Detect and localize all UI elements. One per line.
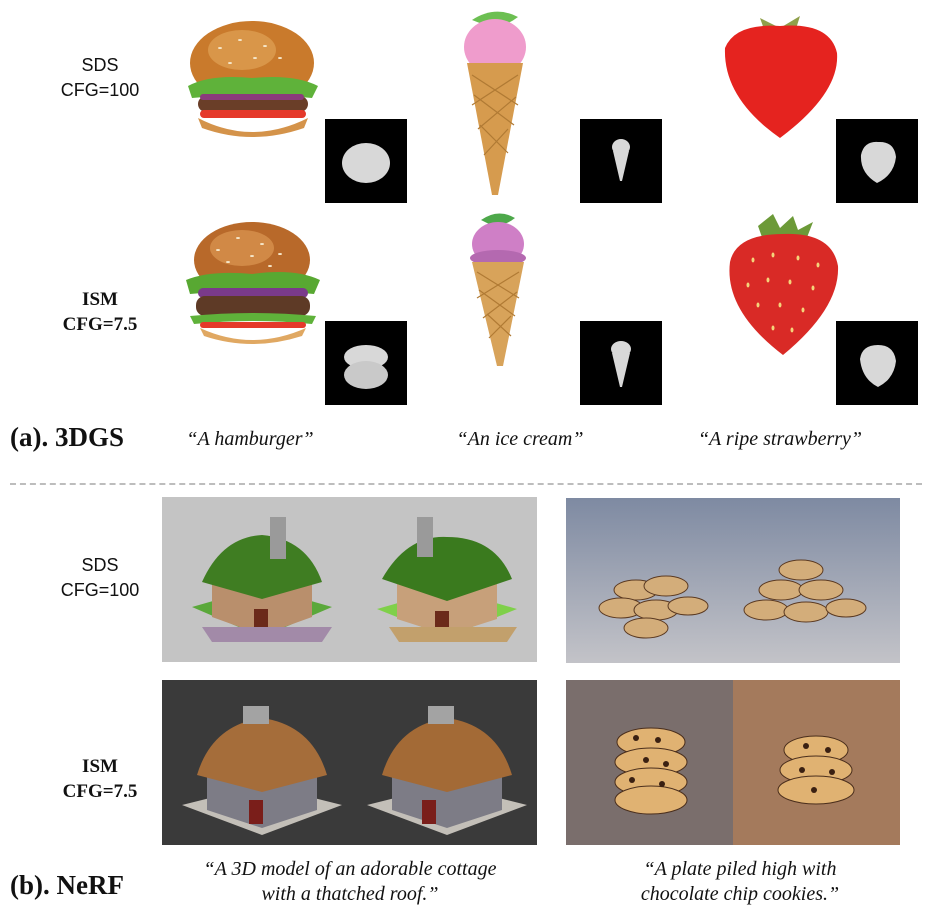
strawberry-sds-mask	[836, 119, 918, 203]
section-label-3dgs: (a). 3DGS	[10, 422, 124, 452]
hamburger-ism-render	[186, 222, 320, 344]
cfg-label: CFG=100	[60, 80, 140, 100]
strawberry-ism-render	[729, 214, 839, 355]
prompt-cookies: “A plate piled high with chocolate chip …	[590, 857, 890, 907]
method-label: SDS	[81, 555, 119, 575]
row-label-ism-3dgs: ISM CFG=7.5	[25, 287, 175, 337]
section-label-nerf: (b). NeRF	[10, 870, 124, 900]
prompt-cookies-line-2: chocolate chip cookies.”	[640, 883, 840, 905]
strawberry-ism-mask	[836, 321, 918, 405]
prompt-ice-cream: “An ice cream”	[456, 428, 584, 450]
ice-cream-sds-mask	[580, 119, 662, 203]
cottage-ism-render	[162, 680, 537, 845]
row-label-sds-3dgs: SDS CFG=100	[25, 53, 175, 103]
ice-cream-sds-render	[464, 11, 526, 195]
prompt-cottage-line-1: “A 3D model of an adorable cottage	[203, 858, 497, 880]
strawberry-sds-render	[724, 16, 838, 139]
cookies-sds-render	[566, 498, 900, 663]
row-label-ism-nerf: ISM CFG=7.5	[25, 754, 175, 804]
hamburger-sds-mask	[325, 119, 407, 203]
prompt-hamburger: “A hamburger”	[186, 428, 314, 450]
cfg-label: CFG=7.5	[62, 781, 138, 802]
ice-cream-ism-render	[470, 213, 526, 366]
prompt-strawberry: “A ripe strawberry”	[697, 428, 863, 450]
hamburger-ism-mask	[325, 321, 407, 405]
cookies-ism-render	[566, 680, 900, 845]
method-label: ISM	[82, 289, 118, 310]
cfg-label: CFG=100	[60, 580, 140, 600]
hamburger-sds-render	[188, 21, 318, 137]
row-label-sds-nerf: SDS CFG=100	[25, 553, 175, 603]
cottage-sds-render	[162, 497, 537, 662]
ice-cream-ism-mask	[580, 321, 662, 405]
prompt-cottage-line-2: with a thatched roof.”	[261, 883, 439, 905]
prompt-cottage: “A 3D model of an adorable cottage with …	[160, 857, 540, 907]
method-label: ISM	[82, 756, 118, 777]
method-label: SDS	[81, 55, 119, 75]
cfg-label: CFG=7.5	[62, 314, 138, 335]
section-divider	[10, 483, 922, 485]
prompt-cookies-line-1: “A plate piled high with	[643, 858, 837, 880]
